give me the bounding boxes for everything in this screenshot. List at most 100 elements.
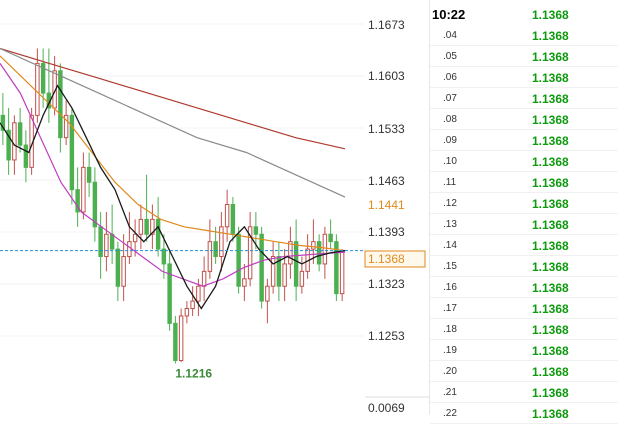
candle-body — [144, 218, 149, 235]
candle — [201, 256, 207, 302]
tick-time: .17 — [443, 303, 457, 314]
price-axis-label: 1.1393 — [368, 225, 405, 239]
candle — [270, 241, 276, 294]
tick-row: .22 1.1368 — [430, 403, 618, 424]
ma-line-black — [0, 84, 346, 310]
low-price-marker: 1.1216 — [175, 366, 212, 380]
candle-body — [98, 226, 103, 258]
candle — [247, 211, 253, 287]
candle — [92, 167, 98, 242]
tick-time: .13 — [443, 219, 457, 230]
tick-price: 1.1368 — [532, 71, 569, 85]
candle-body — [259, 233, 264, 302]
tick-time: .20 — [443, 366, 457, 377]
tick-row: .11 1.1368 — [430, 172, 618, 193]
tick-time: .10 — [443, 156, 457, 167]
candle-body — [178, 315, 184, 362]
tick-price: 1.1368 — [532, 239, 569, 253]
tick-price: 1.1368 — [532, 218, 569, 232]
candle — [17, 107, 23, 153]
candle-body — [230, 204, 236, 235]
tick-price: 1.1368 — [532, 260, 569, 274]
candle — [104, 211, 109, 272]
candle-body — [17, 122, 23, 146]
tick-row: .18 1.1368 — [430, 319, 618, 340]
tick-price: 1.1368 — [532, 176, 569, 190]
candle-body — [138, 218, 144, 235]
candle-body — [92, 181, 98, 228]
tick-row: .05 1.1368 — [430, 46, 618, 67]
tick-list-panel[interactable]: 10:22 1.1368 .04 1.1368 .05 1.1368 .06 1.1368… — [429, 0, 618, 424]
candle-body — [190, 300, 195, 310]
candle — [81, 152, 86, 220]
tick-time: .16 — [443, 282, 457, 293]
candle-body — [219, 226, 224, 258]
tick-time: .04 — [443, 30, 457, 41]
candle-body — [224, 204, 230, 228]
candle-body — [288, 241, 293, 265]
tick-time: .09 — [443, 135, 457, 146]
candle-body — [276, 256, 282, 287]
candle-body — [322, 233, 328, 265]
price-axis-label: 1.1533 — [368, 122, 405, 136]
candle-body — [161, 248, 167, 265]
candle-body — [0, 114, 6, 131]
ma-line-red — [0, 47, 346, 150]
candle-body — [81, 166, 86, 213]
tick-list-header: 10:22 1.1368 — [430, 3, 618, 24]
tick-price: 1.1368 — [532, 92, 569, 106]
candle-body — [316, 241, 322, 265]
candle-body — [63, 114, 69, 139]
tick-price: 1.1368 — [532, 281, 569, 295]
candle-body — [150, 218, 155, 235]
price-axis-label: 1.1603 — [368, 69, 405, 83]
candle-body — [75, 189, 80, 213]
candle-body — [35, 62, 40, 116]
current-price-tag-box — [364, 250, 426, 268]
candle-body — [270, 256, 276, 287]
tick-time: .05 — [443, 51, 457, 62]
candle-body — [196, 285, 201, 302]
tick-price: 1.1368 — [532, 155, 569, 169]
candle-body — [155, 218, 161, 250]
candle — [178, 308, 184, 362]
candle — [173, 315, 178, 364]
candle — [259, 226, 264, 309]
tick-row: .21 1.1368 — [430, 382, 618, 403]
candle-body — [127, 241, 132, 258]
ma-line-orange — [0, 55, 346, 252]
candle — [167, 249, 172, 331]
price-axis-label: 1.1323 — [368, 277, 405, 291]
tick-price: 1.1368 — [532, 386, 569, 400]
tick-time: .14 — [443, 240, 457, 251]
tick-row: .08 1.1368 — [430, 109, 618, 130]
tick-time: .12 — [443, 198, 457, 209]
tick-row: .12 1.1368 — [430, 193, 618, 214]
candle — [184, 301, 190, 324]
candle — [121, 234, 126, 302]
candle — [213, 226, 218, 264]
candle — [322, 226, 328, 279]
tick-time: .08 — [443, 114, 457, 125]
candle-body — [311, 241, 316, 250]
price-axis: 1.1673 1.1603 1.1533 1.1463 1.1393 1.132… — [364, 18, 429, 415]
tick-price: 1.1368 — [532, 407, 569, 421]
candle-body — [6, 129, 11, 161]
candle-body — [58, 70, 63, 139]
candle — [311, 219, 316, 264]
price-axis-label: 1.1463 — [368, 174, 405, 188]
candle — [299, 256, 305, 294]
candle-body — [201, 270, 207, 287]
candle — [115, 241, 121, 302]
tick-time: .19 — [443, 345, 457, 356]
candle — [138, 204, 144, 250]
candle-body — [236, 233, 241, 287]
tick-time: .07 — [443, 93, 457, 104]
candle — [58, 63, 63, 153]
tick-row: .09 1.1368 — [430, 130, 618, 151]
candle-body — [299, 270, 305, 287]
price-chart[interactable]: 1.1216 1.1673 1.1603 1.1533 1.1463 1.139… — [0, 0, 429, 415]
tick-time: .22 — [443, 408, 457, 419]
candle — [305, 234, 310, 279]
tick-row: .07 1.1368 — [430, 88, 618, 109]
